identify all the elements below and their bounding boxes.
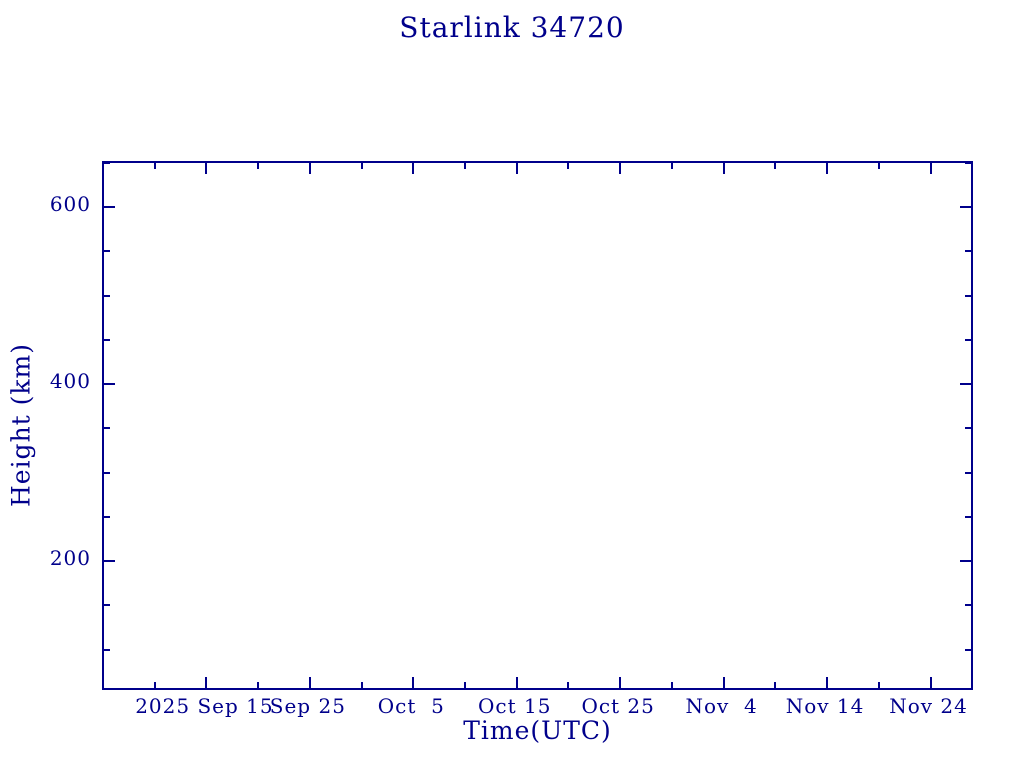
x-minor-tick [257,682,259,688]
x-major-tick [205,677,207,688]
x-minor-tick [878,163,880,169]
y-minor-tick [104,427,110,429]
x-major-tick [826,163,828,174]
y-axis-label: Height (km) [6,342,36,508]
x-tick-label: Nov 4 [685,694,758,718]
x-tick-label: Oct 25 [581,694,655,718]
x-major-tick [516,163,518,174]
x-tick-label: 2025 Sep 15 [135,694,274,718]
x-major-tick [412,677,414,688]
x-tick-label: Sep 25 [269,694,346,718]
x-major-tick [619,677,621,688]
y-tick-label: 200 [49,546,91,571]
x-minor-tick [774,163,776,169]
x-minor-tick [361,163,363,169]
y-tick-label: 400 [49,369,91,394]
y-tick-label: 600 [49,192,91,217]
y-minor-tick [104,250,110,252]
y-minor-tick [965,649,971,651]
y-minor-tick [965,427,971,429]
y-major-tick [104,383,115,385]
y-minor-tick [104,472,110,474]
x-minor-tick [878,682,880,688]
y-minor-tick [104,162,110,164]
x-major-tick [723,163,725,174]
y-minor-tick [965,472,971,474]
y-minor-tick [965,604,971,606]
x-axis-label: Time(UTC) [463,716,612,745]
y-minor-tick [965,516,971,518]
plot-area [102,161,973,690]
x-major-tick [205,163,207,174]
x-major-tick [930,677,932,688]
x-minor-tick [464,682,466,688]
x-minor-tick [567,682,569,688]
y-minor-tick [965,250,971,252]
y-minor-tick [104,604,110,606]
y-minor-tick [965,339,971,341]
y-major-tick [104,206,115,208]
x-minor-tick [154,682,156,688]
y-major-tick [104,560,115,562]
y-minor-tick [965,162,971,164]
chart-title: Starlink 34720 [399,11,625,44]
x-minor-tick [154,163,156,169]
y-minor-tick [965,295,971,297]
x-tick-label: Oct 15 [478,694,552,718]
x-tick-label: Oct 5 [377,694,445,718]
y-major-tick [960,560,971,562]
x-major-tick [309,163,311,174]
x-minor-tick [257,163,259,169]
x-major-tick [412,163,414,174]
x-major-tick [723,677,725,688]
x-major-tick [930,163,932,174]
y-major-tick [960,383,971,385]
x-minor-tick [464,163,466,169]
x-minor-tick [567,163,569,169]
x-minor-tick [671,163,673,169]
x-minor-tick [671,682,673,688]
x-major-tick [619,163,621,174]
x-minor-tick [774,682,776,688]
x-tick-label: Nov 24 [889,694,968,718]
x-major-tick [826,677,828,688]
y-minor-tick [104,339,110,341]
y-minor-tick [104,295,110,297]
y-major-tick [960,206,971,208]
x-tick-label: Nov 14 [785,694,865,718]
x-major-tick [516,677,518,688]
y-minor-tick [104,516,110,518]
y-minor-tick [104,649,110,651]
x-major-tick [309,677,311,688]
x-minor-tick [361,682,363,688]
